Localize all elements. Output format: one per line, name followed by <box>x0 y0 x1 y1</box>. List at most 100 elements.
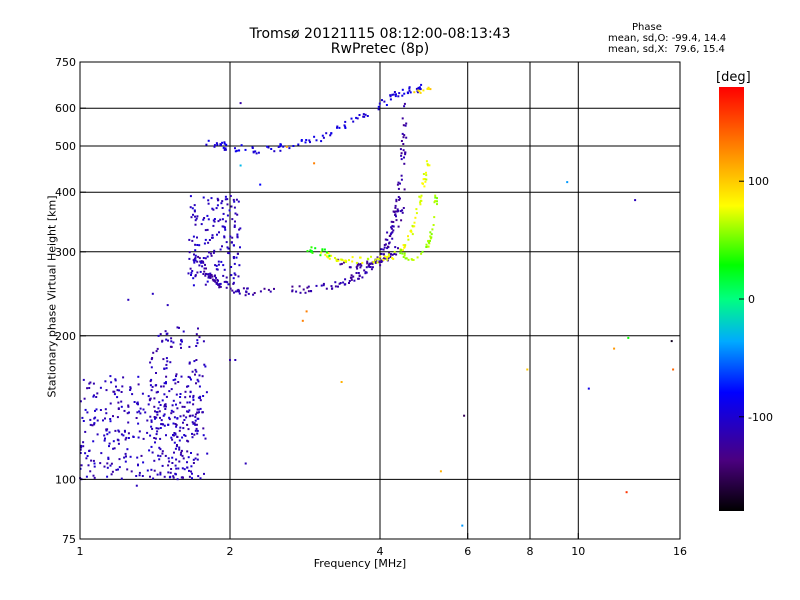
data-point <box>106 475 109 478</box>
data-point <box>227 283 230 286</box>
data-point <box>390 232 393 235</box>
data-point <box>176 435 179 438</box>
data-point <box>366 260 369 263</box>
data-point <box>399 210 402 213</box>
data-point <box>117 429 120 432</box>
data-point <box>165 405 167 408</box>
data-point <box>193 261 196 264</box>
data-point <box>427 239 430 242</box>
data-point <box>194 249 197 252</box>
data-point <box>419 88 422 91</box>
data-point <box>90 459 93 462</box>
data-point <box>222 212 225 215</box>
data-point <box>99 386 102 389</box>
data-point <box>237 288 240 291</box>
data-point <box>179 396 182 398</box>
data-point <box>414 216 417 219</box>
data-point <box>190 271 193 274</box>
data-point <box>401 117 404 120</box>
data-point <box>223 148 226 151</box>
data-point <box>179 415 182 418</box>
data-point <box>353 279 356 282</box>
data-point <box>160 423 163 426</box>
data-point <box>204 283 207 286</box>
data-point <box>361 276 364 279</box>
data-point <box>161 450 164 453</box>
data-point <box>159 471 162 474</box>
data-point <box>202 218 205 221</box>
data-point <box>138 410 141 413</box>
data-point <box>174 433 177 436</box>
data-point <box>187 428 190 431</box>
data-point <box>322 282 325 285</box>
data-point <box>166 304 169 307</box>
data-point <box>139 412 142 415</box>
data-point <box>205 143 208 146</box>
data-point <box>215 268 218 271</box>
data-point <box>235 256 238 259</box>
data-point <box>171 462 174 464</box>
data-point <box>122 376 125 379</box>
x-axis-label: Frequency [MHz] <box>313 557 407 570</box>
data-point <box>413 225 416 228</box>
data-point <box>385 104 388 106</box>
data-point <box>118 466 121 469</box>
data-point <box>153 459 156 462</box>
data-point <box>320 284 323 287</box>
data-point <box>163 424 166 427</box>
data-point <box>88 450 91 452</box>
data-point <box>92 440 95 443</box>
data-point <box>202 427 205 430</box>
data-point <box>155 416 158 419</box>
data-point <box>114 378 117 381</box>
data-point <box>430 233 433 236</box>
data-point <box>194 259 197 262</box>
data-point <box>152 477 155 480</box>
data-point <box>355 272 358 274</box>
data-point <box>181 436 184 439</box>
data-point <box>328 254 331 257</box>
data-point <box>116 438 119 441</box>
data-point <box>226 281 229 284</box>
data-point <box>208 251 210 254</box>
y-tick-label: 750 <box>55 56 76 69</box>
data-point <box>179 426 182 429</box>
data-point <box>426 87 429 90</box>
data-point <box>300 139 303 142</box>
data-point <box>224 195 227 198</box>
data-point <box>335 258 338 261</box>
data-point <box>244 294 247 297</box>
data-point <box>234 290 237 293</box>
data-point <box>338 126 341 129</box>
data-point <box>348 259 350 262</box>
data-point <box>315 139 318 142</box>
data-point <box>231 289 234 292</box>
data-point <box>433 216 436 219</box>
data-point <box>403 254 406 257</box>
y-tick-label: 300 <box>55 246 76 259</box>
data-point <box>205 267 207 270</box>
data-point <box>207 241 210 244</box>
data-point <box>206 228 209 231</box>
data-point <box>385 257 388 260</box>
data-point <box>362 113 365 116</box>
data-point <box>224 220 227 223</box>
data-point <box>400 140 403 142</box>
data-points <box>79 83 675 527</box>
data-point <box>190 216 193 219</box>
data-point <box>223 235 226 238</box>
data-point <box>161 423 164 426</box>
data-point <box>349 266 352 269</box>
data-point <box>277 146 280 148</box>
data-point <box>99 409 102 411</box>
data-point <box>168 476 171 479</box>
data-point <box>336 126 338 129</box>
data-point <box>193 204 196 207</box>
data-point <box>461 524 464 527</box>
data-point <box>670 340 673 343</box>
data-point <box>216 233 218 236</box>
data-point <box>194 415 197 418</box>
data-point <box>220 260 223 263</box>
data-point <box>167 464 170 467</box>
data-point <box>352 275 355 278</box>
